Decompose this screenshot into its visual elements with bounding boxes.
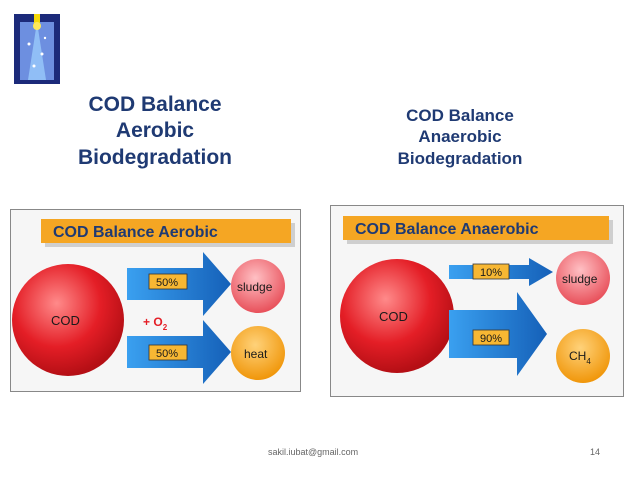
aerobic-heading: COD Balance Aerobic Biodegradation xyxy=(55,92,255,171)
aerobic-sludge-label: sludge xyxy=(237,280,273,294)
anaerobic-heading: COD Balance Anaerobic Biodegradation xyxy=(360,105,560,169)
aerobic-arrow-bottom-label-box xyxy=(148,344,188,361)
anaerobic-sludge-circle xyxy=(556,251,610,305)
aerobic-banner xyxy=(41,219,291,243)
anaerobic-methane-circle xyxy=(556,329,610,383)
aerobic-sludge-circle xyxy=(231,259,285,313)
anaerobic-heading-line-1: COD Balance xyxy=(406,106,514,125)
aerobic-oxygen-label: + O2 xyxy=(143,315,168,332)
aerobic-arrow-top-label: 50% xyxy=(156,277,178,289)
aerobic-heading-line-3: Biodegradation xyxy=(77,145,232,169)
anaerobic-methane-label: CH4 xyxy=(569,349,591,366)
footer-email: sakil.iubat@gmail.com xyxy=(268,447,359,457)
anaerobic-arrow-bottom-label-box xyxy=(472,329,510,346)
aerobic-heading-line-1: COD Balance xyxy=(88,93,222,116)
anaerobic-sludge-label: sludge xyxy=(562,272,598,286)
anaerobic-heading-line-3: Biodegradation xyxy=(397,148,523,168)
aerobic-arrow-top-label-box xyxy=(148,273,188,290)
aerobic-heat-circle xyxy=(231,326,285,380)
anaerobic-arrow-bottom-label: 90% xyxy=(480,333,502,345)
aerobic-banner-text: COD Balance Aerobic xyxy=(53,224,218,241)
anaerobic-arrow-top-label: 10% xyxy=(480,267,502,279)
anaerobic-diagram: COD Balance Anaerobic COD 10% 90% sludge… xyxy=(330,205,624,397)
aerobic-arrow-bottom-label: 50% xyxy=(156,348,178,360)
aerobic-heat-label: heat xyxy=(244,347,268,361)
anaerobic-cod-circle xyxy=(340,259,454,373)
anaerobic-arrow-top-label-box xyxy=(472,263,510,280)
aerobic-heading-line-2: Aerobic xyxy=(115,119,195,143)
aerobic-cod-circle xyxy=(12,264,124,376)
logo-icon xyxy=(14,14,60,84)
aerobic-cod-label: COD xyxy=(51,313,80,328)
aerobic-diagram: COD Balance Aerobic COD 50% + O2 50% slu… xyxy=(10,209,301,392)
slide-number: 14 xyxy=(590,447,601,457)
anaerobic-banner-text: COD Balance Anaerobic xyxy=(355,221,539,238)
anaerobic-heading-line-2: Anaerobic xyxy=(418,127,502,147)
anaerobic-cod-label: COD xyxy=(379,309,408,324)
anaerobic-banner xyxy=(343,216,609,240)
